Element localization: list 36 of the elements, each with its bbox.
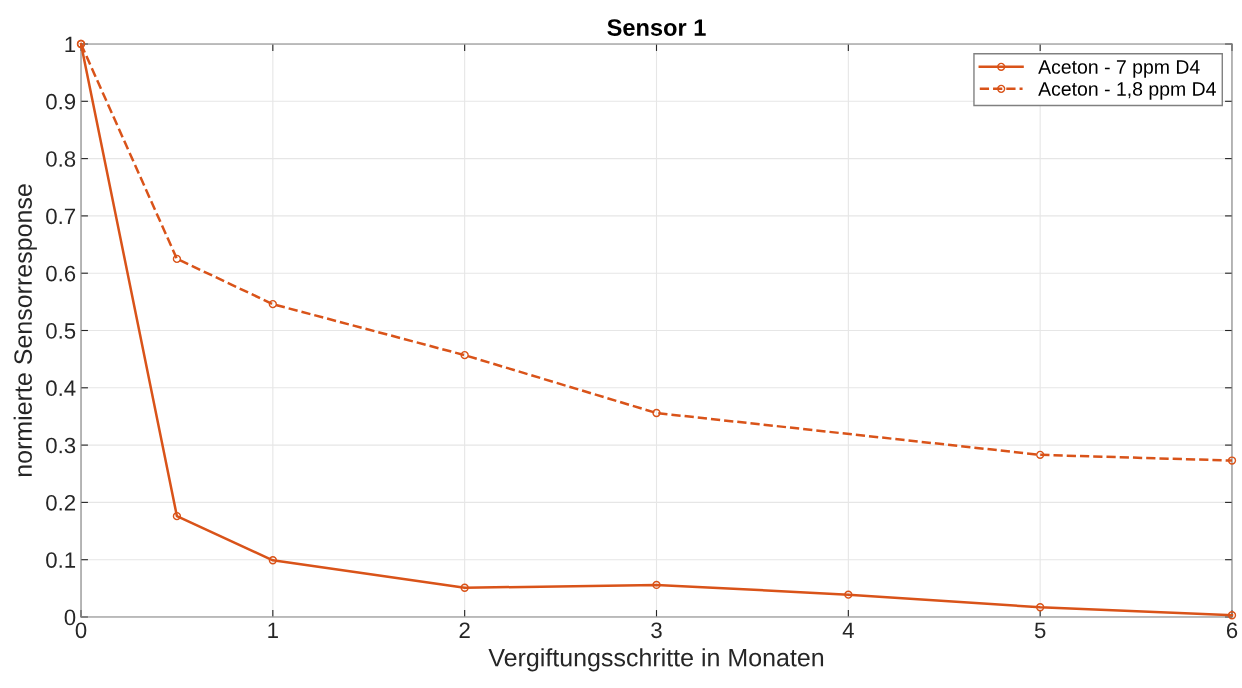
y-axis-title: normierte Sensorresponse: [13, 184, 37, 477]
x-tick-label: 4: [842, 622, 854, 638]
y-tick-label: 0.1: [46, 552, 76, 568]
x-tick-label: 0: [75, 622, 87, 639]
point: [1035, 450, 1045, 460]
y-tick-label: 0.6: [46, 265, 76, 282]
point: [460, 583, 469, 592]
y-tick-label: 0: [64, 609, 76, 626]
y-tick-label: 1: [65, 36, 76, 53]
x-tick-label: 3: [651, 622, 662, 639]
x-axis-title: Vergiftungsschritte in Monaten: [488, 648, 824, 672]
y-tick-label: 0.4: [46, 380, 76, 397]
y-tick-label: 0.2: [46, 494, 76, 511]
chart-title: Sensor 1: [607, 19, 706, 36]
legend-label: Aceton - 7 ppm D4: [1038, 60, 1200, 78]
legend-label: Aceton - 1,8 ppm D4: [1038, 82, 1216, 100]
x-tick-label: 1: [268, 622, 278, 638]
point: [172, 511, 182, 521]
point: [172, 254, 182, 264]
y-tick-label: 0.7: [46, 208, 76, 225]
point: [1227, 456, 1237, 465]
point: [652, 580, 661, 590]
point: [460, 350, 469, 360]
point: [1035, 603, 1045, 612]
point: [1227, 611, 1237, 620]
x-tick-label: 5: [1034, 622, 1046, 639]
point: [268, 556, 278, 565]
point: [268, 299, 278, 309]
y-tick-label: 0.8: [46, 151, 76, 167]
x-tick-label: 6: [1226, 622, 1238, 639]
point: [844, 590, 853, 599]
y-tick-label: 0.9: [46, 93, 76, 110]
x-tick-label: 2: [459, 622, 470, 638]
y-tick-label: 0.5: [46, 323, 76, 339]
point: [652, 408, 661, 418]
y-tick-label: 0.3: [46, 437, 76, 454]
